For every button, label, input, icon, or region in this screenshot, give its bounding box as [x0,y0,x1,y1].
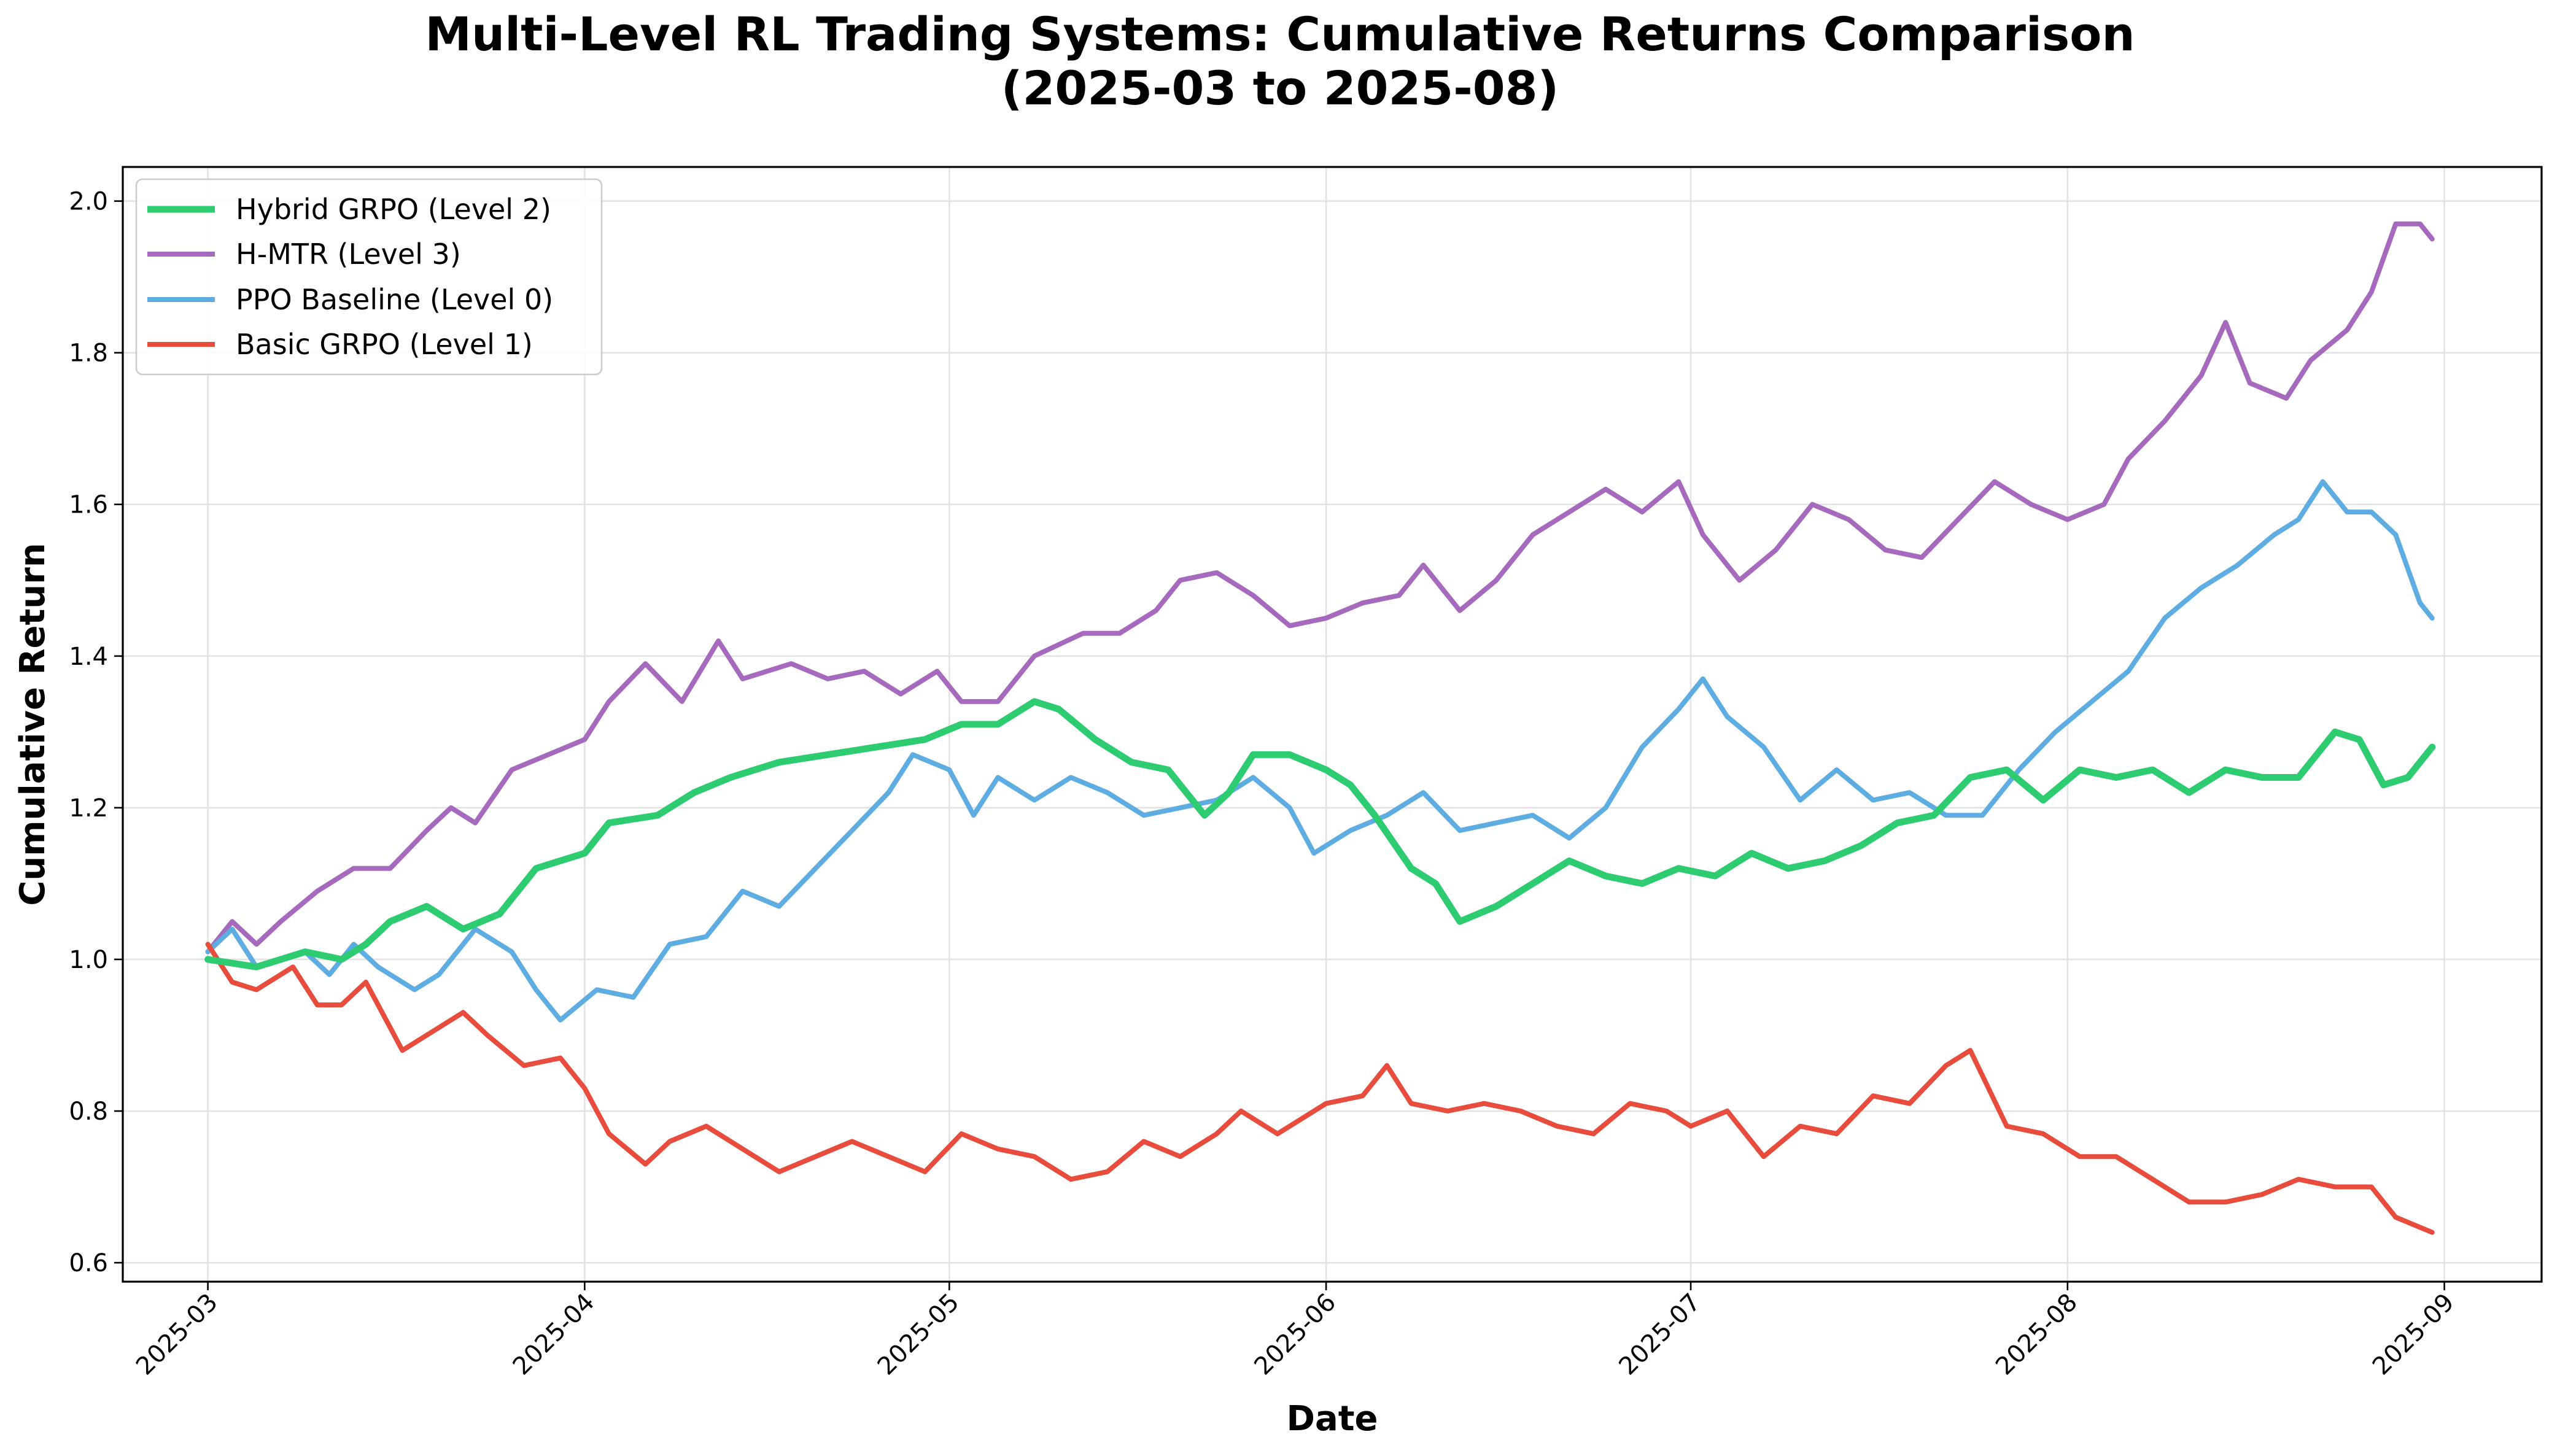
chart-title: Multi-Level RL Trading Systems: Cumulati… [425,7,2135,61]
legend-label-basic-grpo: Basic GRPO (Level 1) [236,328,533,361]
series-lines [204,221,2436,1235]
legend-label-h-mtr: H-MTR (Level 3) [236,238,461,271]
y-tick-label: 0.6 [69,1249,108,1277]
series-line-hybrid-grpo [204,698,2436,970]
y-tick-label: 1.4 [69,643,108,671]
y-axis-ticks: 0.6 0.8 1.0 1.2 1.4 1.6 1.8 2.0 [69,188,123,1277]
plot-area-frame [122,166,2543,1283]
y-tick-label: 1.2 [69,794,108,823]
chart-subtitle: (2025-03 to 2025-08) [1001,61,1559,115]
legend-box [135,178,603,376]
series-line-ppo-baseline [205,479,2435,1023]
y-tick-label: 0.8 [69,1098,108,1126]
x-axis-label: Date [1286,1399,1378,1439]
y-tick-label: 2.0 [69,188,108,216]
y-tick-label: 1.6 [69,491,108,519]
legend: Hybrid GRPO (Level 2) H-MTR (Level 3) PP… [135,178,603,376]
legend-label-ppo-baseline: PPO Baseline (Level 0) [236,283,553,316]
series-line-basic-grpo [205,942,2435,1235]
y-tick-label: 1.8 [69,339,108,368]
legend-label-hybrid-grpo: Hybrid GRPO (Level 2) [236,193,551,226]
y-axis-label: Cumulative Return [13,543,53,905]
series-line-h-mtr [205,221,2435,955]
y-tick-label: 1.0 [69,946,108,974]
